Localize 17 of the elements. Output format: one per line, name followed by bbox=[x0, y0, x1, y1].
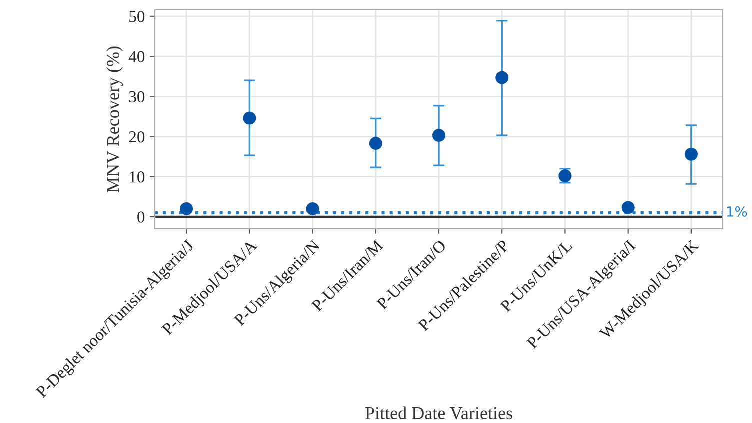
point bbox=[684, 148, 698, 161]
point bbox=[306, 202, 320, 216]
y-axis-title: MNV Recovery (%) bbox=[106, 46, 124, 193]
y-tick-label: 20 bbox=[129, 131, 145, 143]
y-tick-label: 40 bbox=[128, 51, 145, 62]
point bbox=[180, 202, 194, 216]
ref-line-label: 1% bbox=[727, 206, 748, 217]
y-tick-label: 30 bbox=[129, 91, 145, 103]
point bbox=[369, 137, 382, 150]
y-tick-label: 10 bbox=[130, 172, 145, 183]
point bbox=[496, 71, 509, 84]
x-axis-title: Pitted Date Varieties bbox=[365, 406, 512, 420]
point bbox=[622, 201, 635, 214]
y-tick-label: 50 bbox=[130, 11, 145, 22]
y-tick-label: 0 bbox=[138, 212, 145, 223]
point bbox=[243, 112, 256, 125]
point bbox=[432, 129, 446, 142]
